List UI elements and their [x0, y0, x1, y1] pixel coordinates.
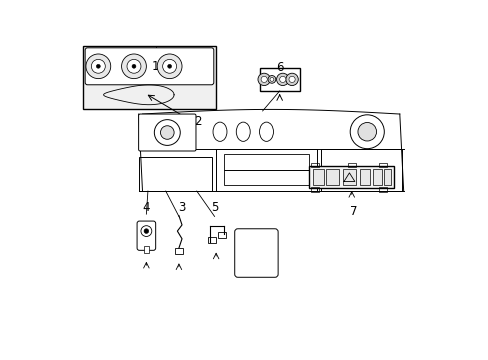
Bar	[312, 170, 323, 185]
Circle shape	[288, 76, 295, 82]
Bar	[343, 170, 355, 185]
Circle shape	[132, 64, 136, 68]
Circle shape	[91, 59, 105, 73]
FancyBboxPatch shape	[85, 48, 213, 85]
Bar	[372, 170, 381, 185]
Circle shape	[163, 59, 176, 73]
Text: 6: 6	[275, 61, 283, 74]
Bar	[378, 187, 386, 192]
Circle shape	[141, 226, 151, 237]
Bar	[224, 170, 308, 185]
Bar	[383, 170, 390, 185]
Bar	[208, 237, 216, 243]
Circle shape	[269, 77, 273, 81]
Circle shape	[258, 73, 270, 86]
Circle shape	[267, 76, 275, 83]
Text: 4: 4	[142, 201, 150, 214]
Bar	[347, 163, 355, 167]
Circle shape	[122, 54, 146, 78]
Bar	[311, 187, 319, 192]
Text: 3: 3	[178, 201, 185, 214]
Bar	[325, 170, 338, 185]
Circle shape	[167, 64, 171, 68]
Text: 2: 2	[194, 115, 202, 128]
Text: 5: 5	[210, 201, 218, 214]
Bar	[378, 163, 386, 167]
Circle shape	[144, 229, 148, 233]
Bar	[144, 247, 148, 253]
Bar	[308, 166, 393, 188]
FancyBboxPatch shape	[138, 114, 196, 151]
Bar	[320, 149, 401, 191]
Bar	[224, 154, 308, 170]
Text: 1: 1	[152, 60, 159, 73]
Circle shape	[349, 115, 384, 149]
Bar	[218, 232, 226, 238]
Bar	[138, 157, 212, 191]
Ellipse shape	[236, 122, 250, 141]
Circle shape	[157, 54, 182, 78]
Circle shape	[154, 120, 180, 145]
Circle shape	[279, 76, 285, 82]
Circle shape	[357, 122, 376, 141]
Bar	[259, 68, 299, 91]
Circle shape	[127, 59, 141, 73]
Circle shape	[261, 76, 267, 82]
FancyBboxPatch shape	[234, 229, 278, 277]
Ellipse shape	[259, 122, 273, 141]
Ellipse shape	[213, 122, 226, 141]
Circle shape	[285, 73, 298, 86]
Text: 7: 7	[349, 205, 357, 218]
Bar	[216, 149, 316, 191]
Bar	[311, 163, 319, 167]
Bar	[82, 45, 216, 109]
Circle shape	[160, 126, 174, 139]
Circle shape	[96, 64, 100, 68]
FancyBboxPatch shape	[137, 221, 155, 250]
Circle shape	[276, 73, 288, 86]
Circle shape	[86, 54, 110, 78]
Bar	[359, 170, 369, 185]
Bar	[175, 248, 183, 254]
